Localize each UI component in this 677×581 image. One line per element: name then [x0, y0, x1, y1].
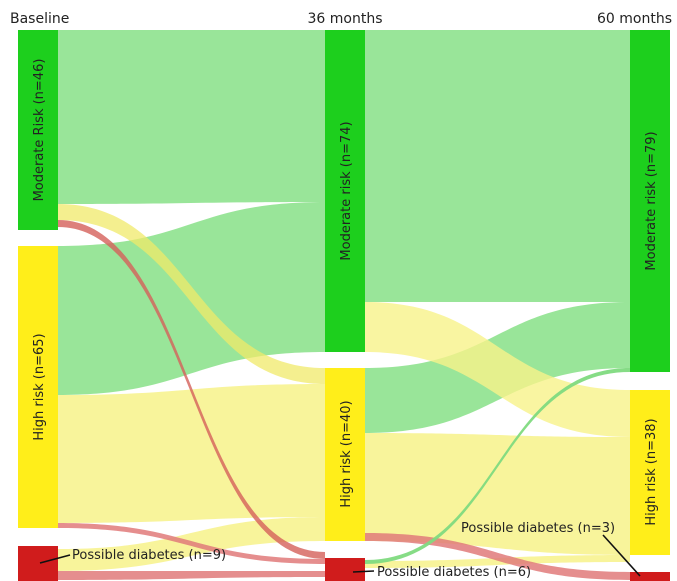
leader-line-baseline-pd — [39, 554, 71, 564]
flow-b-high-to-m36-high — [58, 384, 325, 523]
leader-line-36-pd — [352, 570, 375, 573]
node-baseline-possible-diabetes — [18, 546, 58, 581]
column-titles: Baseline 36 months 60 months — [10, 11, 672, 27]
flow-b-pd-to-m36-pd — [58, 571, 325, 580]
label-60-high: High risk (n=38) — [644, 418, 659, 525]
column-title-60-months: 60 months — [597, 11, 672, 27]
node-60-moderate — [630, 30, 670, 372]
flow-m36-pd-to-m60-mod — [365, 368, 630, 564]
flow-m36-high-to-m60-high — [365, 433, 630, 555]
node-36-moderate — [325, 30, 365, 352]
flow-b-mod-to-m36-high — [58, 204, 325, 384]
node-60-possible-diabetes — [630, 572, 670, 581]
label-60-possible-diabetes: Possible diabetes (n=3) — [461, 521, 615, 536]
flow-b-mod-to-m36-mod — [58, 30, 325, 204]
label-36-high: High risk (n=40) — [339, 400, 354, 507]
label-baseline-possible-diabetes: Possible diabetes (n=9) — [72, 548, 226, 563]
leader-line-60-pd — [602, 534, 641, 577]
nodes — [18, 30, 670, 581]
flow-b-mod-to-m36-pd — [58, 220, 325, 559]
column-title-baseline: Baseline — [10, 11, 69, 27]
label-60-moderate: Moderate risk (n=79) — [644, 131, 659, 270]
node-60-high — [630, 390, 670, 555]
node-baseline-moderate — [18, 30, 58, 230]
column-title-36-months: 36 months — [308, 11, 383, 27]
flows-36-to-60 — [365, 30, 630, 580]
node-36-high — [325, 368, 365, 541]
label-baseline-high: High risk (n=65) — [32, 333, 47, 440]
flows-baseline-to-36 — [58, 30, 325, 580]
node-labels: Moderate Risk (n=46) High risk (n=65) Mo… — [32, 59, 659, 526]
node-baseline-high — [18, 246, 58, 528]
flow-m36-mod-to-m60-high — [365, 302, 630, 437]
label-baseline-moderate: Moderate Risk (n=46) — [32, 59, 47, 202]
flow-b-high-to-m36-pd — [58, 523, 325, 564]
node-36-possible-diabetes — [325, 558, 365, 581]
flow-m36-mod-to-m60-mod — [365, 30, 630, 302]
label-36-possible-diabetes: Possible diabetes (n=6) — [377, 565, 531, 580]
callouts: Possible diabetes (n=9) Possible diabete… — [39, 521, 641, 580]
flow-m36-pd-to-m60-high — [365, 555, 630, 568]
flow-m36-pd-to-m60-pd — [365, 533, 630, 580]
label-36-moderate: Moderate risk (n=74) — [339, 121, 354, 260]
